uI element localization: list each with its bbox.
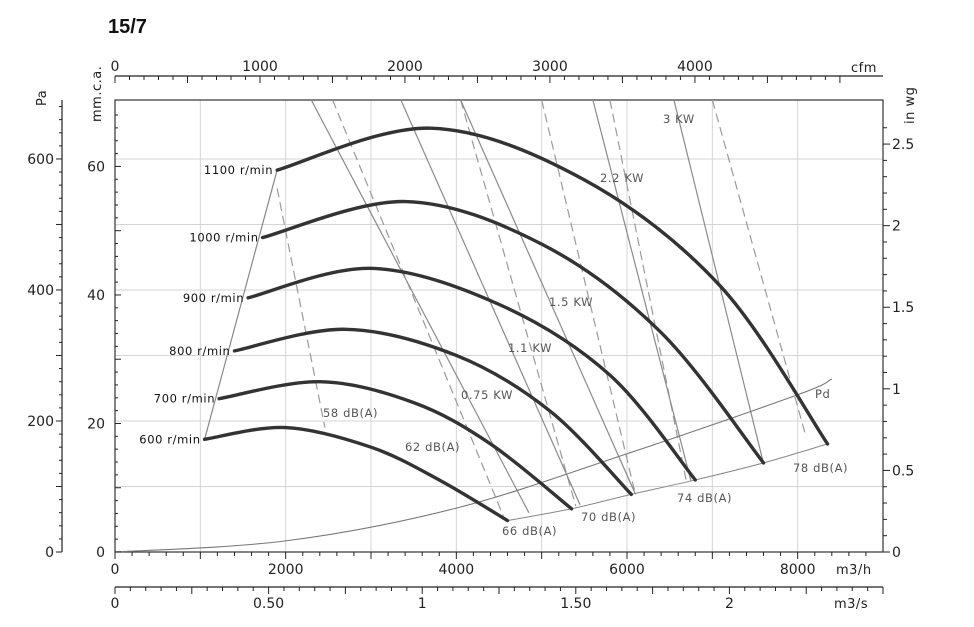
speed-label: 600 r/min [139,432,200,446]
speed-curve [202,425,510,523]
left-mm-tick-label: 0 [96,545,105,561]
top-axis-tick-label: 4000 [677,59,713,75]
power-line [460,99,637,495]
speed-curve [260,199,766,465]
noise-line [276,188,326,428]
speed-label: 900 r/min [183,291,244,305]
power-label: 0.75 KW [461,388,513,402]
power-label: 1.5 KW [549,295,593,309]
speed-label: 1000 r/min [189,231,258,245]
noise-label: 78 dB(A) [793,461,848,475]
bottom-axis-tick-label: 0 [111,562,120,578]
top-axis-tick-label: 0 [111,59,120,75]
efficiency-lines [276,99,807,517]
bottom-axis-tick-label: 2000 [268,562,304,578]
right-axis-unit: in wg [903,87,918,124]
bottom-secondary-tick-label: 1 [418,596,427,612]
plot-frame [114,99,884,553]
power-line [673,99,765,464]
right-axis-tick-label: 0 [892,545,901,561]
annotations: 600 r/min 700 r/min 800 r/min 900 r/min 1000… [139,112,848,538]
left-pa-axis-unit: Pa [35,90,50,106]
left-pa-tick-label: 0 [45,545,54,561]
noise-line [541,99,637,496]
top-axis-tick-label: 2000 [387,59,423,75]
noise-line [332,99,504,517]
outlet-limit-curve [507,443,828,522]
grid [114,99,884,553]
power-label: 3 KW [663,112,695,126]
noise-label: 74 dB(A) [677,491,732,505]
right-axis-tick-label: 1.5 [892,300,914,316]
right-axis-tick-label: 1 [892,382,901,398]
bottom-secondary-tick-label: 0 [111,596,120,612]
stall-limit-line [204,169,278,440]
bottom-secondary-tick-label: 1.50 [560,596,591,612]
bottom-secondary-axis-unit: m3/s [834,597,868,612]
power-line [592,99,692,482]
dynamic-pressure-curve [114,378,833,553]
bottom-axis-tick-label: 6000 [609,562,645,578]
speed-curve [232,327,633,497]
noise-label: 62 dB(A) [405,440,460,454]
top-axis-tick-label: 1000 [242,59,278,75]
right-axis-tick-label: 2.5 [892,137,914,153]
speed-label: 1100 r/min [204,163,273,177]
chart-title: 15/7 [108,16,147,38]
noise-label: 70 dB(A) [581,510,636,524]
right-axis-tick-label: 0.5 [892,463,914,479]
left-pa-tick-label: 200 [27,414,54,430]
top-axis-unit: cfm [851,61,877,76]
bottom-secondary-tick-label: 2 [725,596,734,612]
noise-label: 66 dB(A) [502,524,557,538]
left-pa-tick-label: 400 [27,283,54,299]
power-label: 1.1 KW [508,341,552,355]
speed-curve [275,126,830,446]
right-axis-tick-label: 2 [892,219,901,235]
bottom-axis-tick-label: 8000 [780,562,816,578]
bottom-secondary-tick-label: 0.50 [253,596,284,612]
left-mm-axis-unit: mm.c.a. [90,66,105,122]
pd-label: Pd [815,387,830,401]
bottom-axis-unit: m3/h [836,563,872,578]
noise-line [609,99,688,484]
noise-line [460,99,577,507]
left-pa-tick-label: 600 [27,152,54,168]
top-axis-tick-label: 3000 [532,59,568,75]
bottom-axis-tick-label: 4000 [439,562,475,578]
speed-curve [246,266,697,482]
power-label: 2.2 KW [600,171,644,185]
left-mm-tick-label: 20 [87,416,105,432]
speed-curves [202,126,830,523]
speed-curve [217,379,574,511]
pd-curve [114,378,833,553]
speed-label: 800 r/min [169,344,230,358]
noise-line [711,99,807,438]
left-mm-tick-label: 60 [87,159,105,175]
noise-label: 58 dB(A) [323,406,378,420]
speed-label: 700 r/min [154,392,215,406]
left-mm-tick-label: 40 [87,288,105,304]
